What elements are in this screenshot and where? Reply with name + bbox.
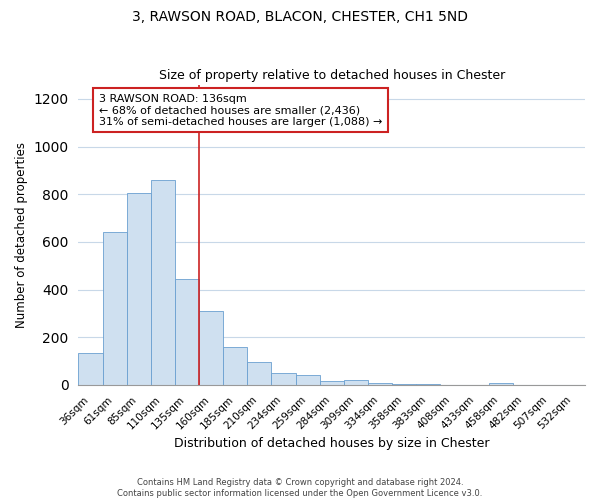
Bar <box>175 279 199 385</box>
Bar <box>368 383 392 385</box>
Bar <box>320 382 344 385</box>
Text: 3 RAWSON ROAD: 136sqm
← 68% of detached houses are smaller (2,436)
31% of semi-d: 3 RAWSON ROAD: 136sqm ← 68% of detached … <box>98 94 382 127</box>
Bar <box>296 375 320 385</box>
Bar <box>127 193 151 385</box>
Y-axis label: Number of detached properties: Number of detached properties <box>15 142 28 328</box>
Bar <box>392 384 416 385</box>
Bar <box>199 311 223 385</box>
Bar <box>488 383 512 385</box>
Text: 3, RAWSON ROAD, BLACON, CHESTER, CH1 5ND: 3, RAWSON ROAD, BLACON, CHESTER, CH1 5ND <box>132 10 468 24</box>
Bar <box>223 346 247 385</box>
Title: Size of property relative to detached houses in Chester: Size of property relative to detached ho… <box>158 69 505 82</box>
Bar <box>79 352 103 385</box>
Bar <box>344 380 368 385</box>
X-axis label: Distribution of detached houses by size in Chester: Distribution of detached houses by size … <box>174 437 490 450</box>
Bar <box>416 384 440 385</box>
Bar <box>103 232 127 385</box>
Bar <box>151 180 175 385</box>
Bar <box>247 362 271 385</box>
Bar <box>271 373 296 385</box>
Text: Contains HM Land Registry data © Crown copyright and database right 2024.
Contai: Contains HM Land Registry data © Crown c… <box>118 478 482 498</box>
